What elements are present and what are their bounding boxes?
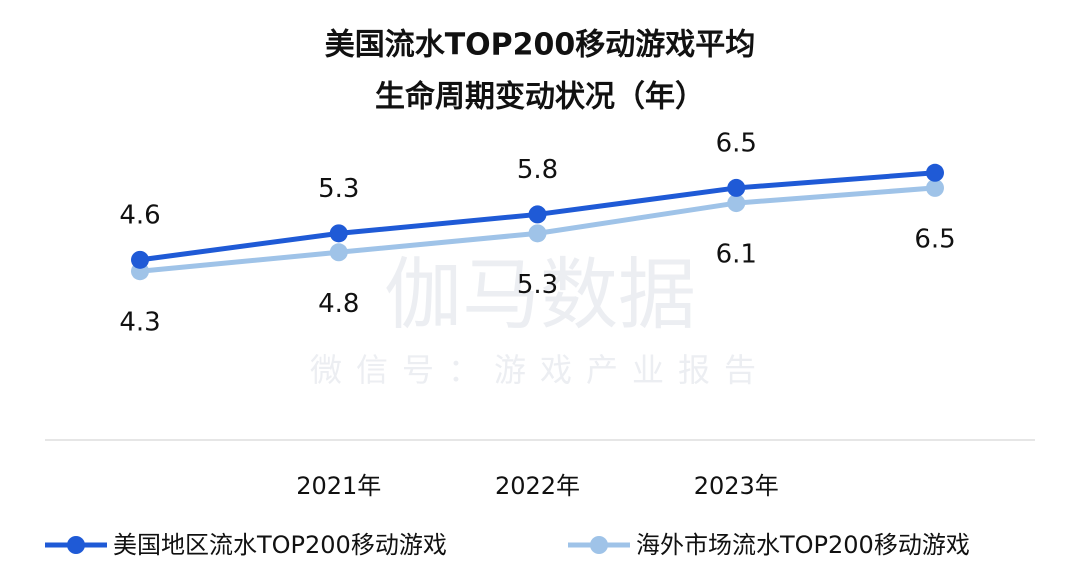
legend-swatch xyxy=(67,536,85,554)
data-point xyxy=(727,178,746,197)
data-label: 5.3 xyxy=(517,270,558,300)
legend-label: 海外市场流水TOP200移动游戏 xyxy=(636,531,970,559)
x-tick-label: 2023年 xyxy=(694,472,779,500)
legend-label: 美国地区流水TOP200移动游戏 xyxy=(113,531,447,559)
data-point xyxy=(926,163,944,182)
data-label: 4.6 xyxy=(119,200,160,230)
x-tick-label: 2021年 xyxy=(296,472,381,500)
data-label: 5.3 xyxy=(318,174,359,204)
chart-title: 生命周期变动状况（年） xyxy=(375,80,705,115)
data-label: 5.8 xyxy=(517,155,558,185)
data-point xyxy=(528,224,547,243)
data-label: 6.5 xyxy=(716,128,757,158)
data-label: 6.1 xyxy=(716,240,757,270)
data-label: 4.3 xyxy=(119,308,160,338)
data-point xyxy=(727,194,746,213)
watermark: 伽马数据 xyxy=(384,250,696,340)
data-label: 4.8 xyxy=(318,289,359,319)
data-point xyxy=(528,205,547,224)
data-label: 6.5 xyxy=(914,224,955,254)
data-point xyxy=(131,250,149,269)
chart-title: 美国流水TOP200移动游戏平均 xyxy=(325,28,756,63)
watermark: 微信号：游戏产业报告 xyxy=(310,351,770,389)
legend-swatch xyxy=(590,536,608,554)
data-point xyxy=(329,243,348,262)
data-point xyxy=(329,224,348,243)
data-point xyxy=(926,178,944,197)
x-tick-label: 2022年 xyxy=(495,472,580,500)
